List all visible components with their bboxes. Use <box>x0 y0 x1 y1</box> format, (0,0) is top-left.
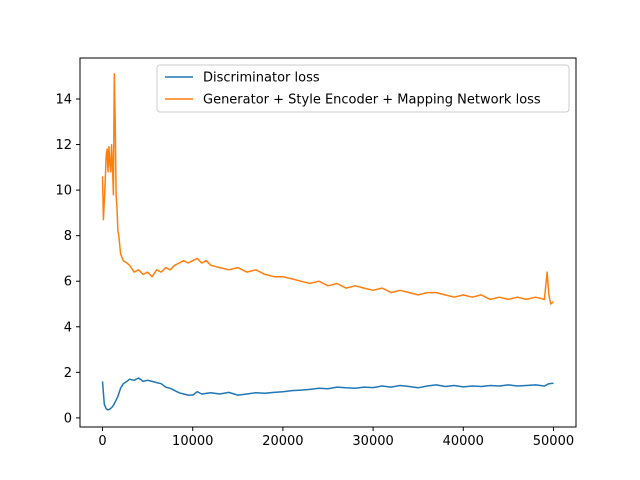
y-tick-label: 12 <box>55 138 72 153</box>
series-layer <box>101 73 554 411</box>
y-tick-label: 10 <box>55 184 72 199</box>
y-tick-label: 14 <box>55 93 72 108</box>
y-tick-label: 8 <box>64 229 72 244</box>
legend-label: Discriminator loss <box>203 71 320 86</box>
x-tick-label: 0 <box>98 434 106 449</box>
x-axis: 0 10000 20000 30000 40000 50000 <box>98 427 574 449</box>
x-tick-label: 40000 <box>443 434 484 449</box>
legend: Discriminator loss Generator + Style Enco… <box>156 64 570 113</box>
x-tick-label: 50000 <box>533 434 574 449</box>
x-tick-label: 30000 <box>352 434 393 449</box>
y-tick-label: 4 <box>64 320 72 335</box>
y-tick-label: 0 <box>64 411 72 426</box>
x-tick-label: 10000 <box>172 434 213 449</box>
series-line-1 <box>101 377 554 411</box>
y-tick-label: 6 <box>64 275 72 290</box>
series-line-2 <box>101 73 554 305</box>
axes-frame <box>79 57 577 428</box>
legend-box <box>156 64 570 113</box>
y-tick-label: 2 <box>64 366 72 381</box>
x-tick-label: 20000 <box>262 434 303 449</box>
y-axis: 0 2 4 6 8 10 12 14 <box>55 93 80 426</box>
legend-label: Generator + Style Encoder + Mapping Netw… <box>203 93 541 108</box>
